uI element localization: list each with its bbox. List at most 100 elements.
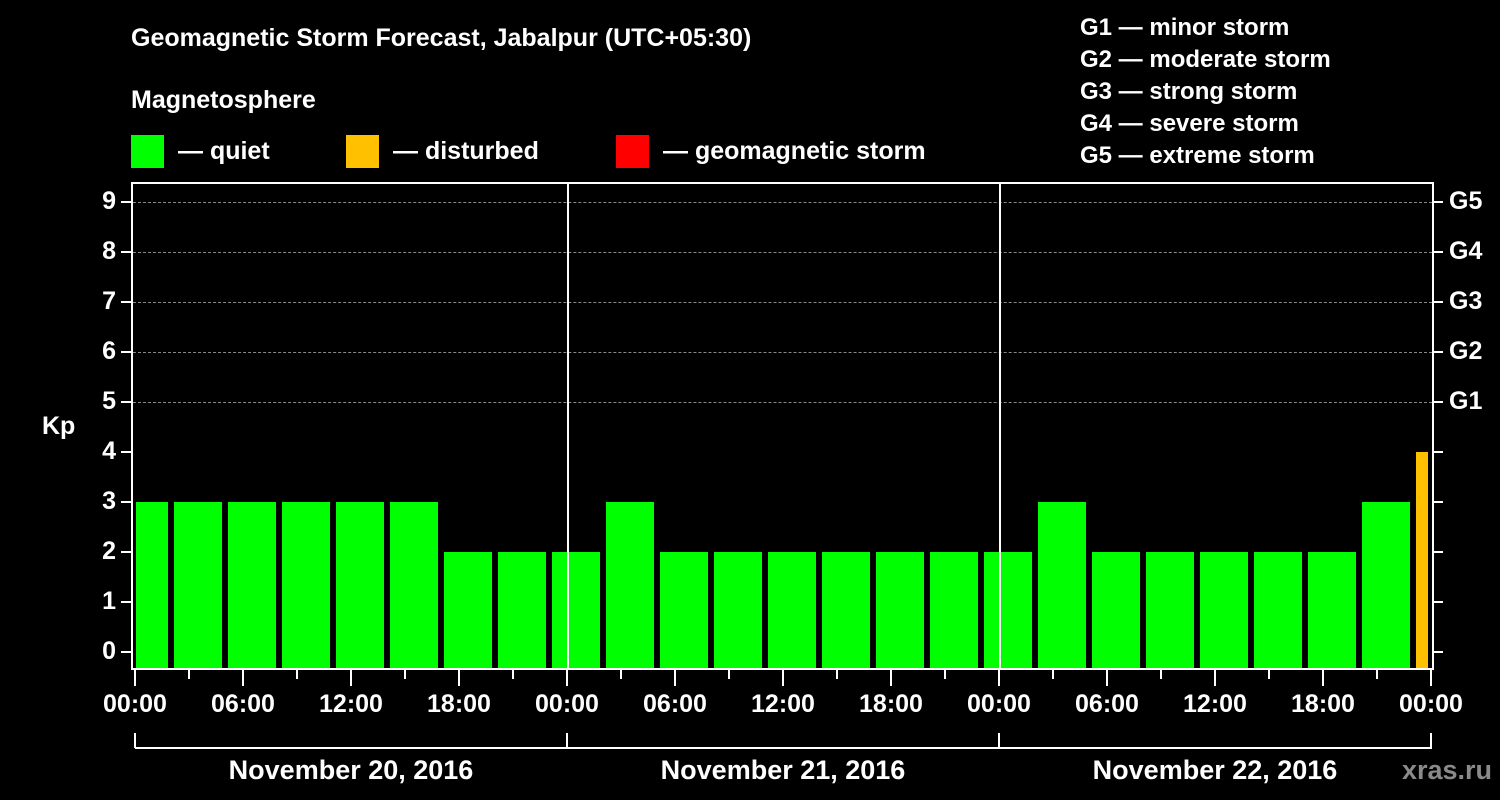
y-tick (121, 651, 131, 653)
x-tick-major (458, 670, 460, 686)
y-tick (121, 351, 131, 353)
x-tick-major (782, 670, 784, 686)
y-tick (121, 451, 131, 453)
plot-area (131, 182, 1434, 670)
x-tick-minor (188, 670, 190, 679)
legend-quiet-label: — quiet (178, 136, 270, 165)
x-tick-minor (836, 670, 838, 679)
x-tick-label: 06:00 (643, 690, 707, 718)
kp-bar (714, 552, 762, 668)
legend-quiet: — quiet (131, 134, 270, 168)
legend-disturbed-label: — disturbed (393, 136, 539, 165)
day-separator-line (999, 184, 1001, 668)
watermark: xras.ru (1401, 755, 1492, 785)
kp-bar (1362, 502, 1410, 668)
x-tick-minor (404, 670, 406, 679)
day-bracket-tick (134, 733, 136, 748)
chart-title: Geomagnetic Storm Forecast, Jabalpur (UT… (131, 24, 752, 52)
x-tick-label: 12:00 (1183, 690, 1247, 718)
y-tick-right (1433, 351, 1443, 353)
x-tick-minor (1268, 670, 1270, 679)
kp-bar (498, 552, 546, 668)
y-tick-label: 2 (102, 537, 116, 565)
y-tick-label: 6 (102, 337, 116, 365)
day-label: November 21, 2016 (660, 755, 906, 785)
legend-disturbed: — disturbed (346, 134, 539, 168)
gridline (133, 252, 1432, 253)
x-tick-label: 00:00 (535, 690, 599, 718)
y-tick-right (1433, 651, 1443, 653)
x-tick-label: 18:00 (1291, 690, 1355, 718)
gridline (133, 202, 1432, 203)
x-tick-major (1214, 670, 1216, 686)
kp-bar (390, 502, 438, 668)
legend-storm-label: — geomagnetic storm (663, 136, 926, 165)
x-tick-minor (512, 670, 514, 679)
x-tick-minor (728, 670, 730, 679)
scale-g1: G1 — minor storm (1080, 14, 1290, 41)
x-tick-label: 00:00 (103, 690, 167, 718)
kp-bar (822, 552, 870, 668)
kp-bar (136, 502, 168, 668)
gridline (133, 302, 1432, 303)
day-bracket-tick (1430, 733, 1432, 748)
y-tick-label: 7 (102, 287, 116, 315)
y-tick-right (1433, 301, 1443, 303)
kp-bar (444, 552, 492, 668)
y-tick (121, 601, 131, 603)
kp-bar (984, 552, 1032, 668)
y-tick (121, 251, 131, 253)
x-tick-major (1322, 670, 1324, 686)
x-tick-minor (1160, 670, 1162, 679)
day-bracket (135, 747, 1432, 749)
y-tick (121, 201, 131, 203)
y-tick-label: 3 (102, 487, 116, 515)
kp-bar (660, 552, 708, 668)
day-label: November 22, 2016 (1092, 755, 1338, 785)
y-tick-right (1433, 401, 1443, 403)
quiet-swatch-icon (131, 134, 164, 168)
x-tick-major (566, 670, 568, 686)
kp-bar (1416, 452, 1428, 668)
y-tick-right (1433, 601, 1443, 603)
x-tick-major (134, 670, 136, 686)
storm-swatch-icon (616, 134, 649, 168)
gridline (133, 352, 1432, 353)
x-tick-label: 18:00 (859, 690, 923, 718)
x-tick-label: 12:00 (319, 690, 383, 718)
y-axis-label: Kp (42, 412, 76, 440)
x-tick-minor (1052, 670, 1054, 679)
x-tick-label: 06:00 (211, 690, 275, 718)
kp-bar (336, 502, 384, 668)
g-scale-label: G1 (1449, 387, 1483, 415)
kp-bar (768, 552, 816, 668)
kp-bar (282, 502, 330, 668)
x-tick-major (350, 670, 352, 686)
x-tick-minor (1376, 670, 1378, 679)
g-scale-label: G2 (1449, 337, 1483, 365)
scale-g5: G5 — extreme storm (1080, 142, 1315, 169)
storm-scale-legend: G1 — minor storm G2 — moderate storm G3 … (1080, 12, 1331, 172)
g-scale-label: G5 (1449, 187, 1483, 215)
g-scale-label: G4 (1449, 237, 1483, 265)
y-tick-right (1433, 201, 1443, 203)
x-tick-label: 12:00 (751, 690, 815, 718)
day-bracket-tick (998, 733, 1000, 748)
x-tick-minor (296, 670, 298, 679)
kp-bar (1038, 502, 1086, 668)
x-tick-label: 18:00 (427, 690, 491, 718)
x-tick-minor (620, 670, 622, 679)
kp-bar (1092, 552, 1140, 668)
kp-bar (228, 502, 276, 668)
y-tick (121, 551, 131, 553)
y-tick-label: 1 (102, 587, 116, 615)
y-tick (121, 401, 131, 403)
kp-bar (606, 502, 654, 668)
kp-bar (1146, 552, 1194, 668)
kp-bar (930, 552, 978, 668)
x-tick-minor (944, 670, 946, 679)
y-tick-label: 4 (102, 437, 116, 465)
x-tick-label: 00:00 (967, 690, 1031, 718)
scale-g2: G2 — moderate storm (1080, 46, 1331, 73)
g-scale-label: G3 (1449, 287, 1483, 315)
